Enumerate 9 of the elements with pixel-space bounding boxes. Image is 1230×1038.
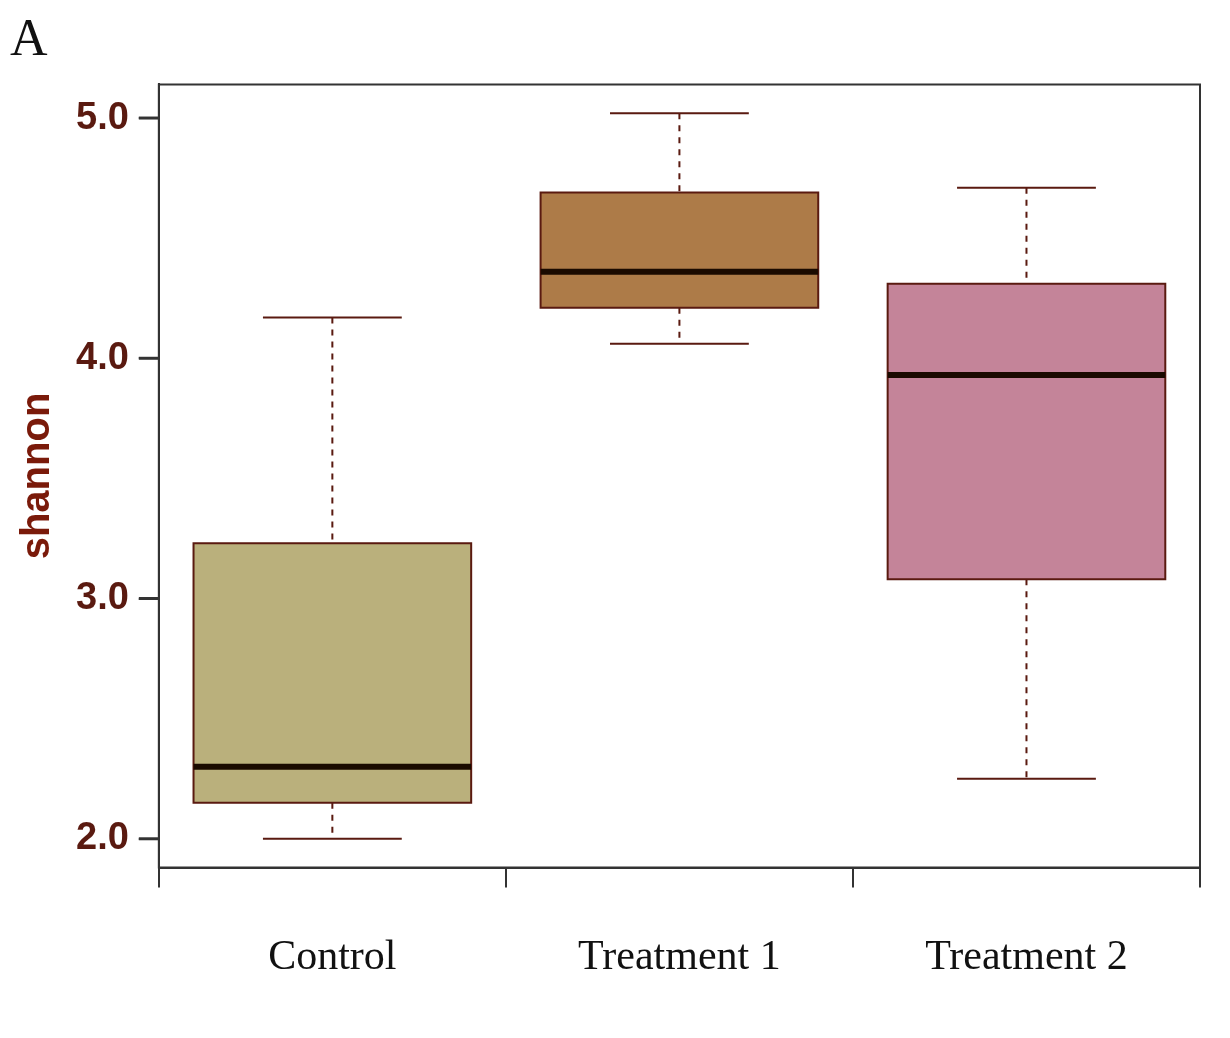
y-tick-label: 2.0 — [76, 815, 129, 858]
y-axis-title: shannon — [13, 392, 58, 560]
x-tick-label: Control — [268, 931, 397, 978]
x-tick-label: Treatment 1 — [578, 931, 781, 978]
y-tick-label: 4.0 — [76, 334, 129, 377]
chart-title: A — [10, 8, 48, 66]
x-tick-label: Treatment 2 — [925, 931, 1128, 978]
y-tick-label: 5.0 — [76, 94, 129, 137]
y-tick-label: 3.0 — [76, 575, 129, 618]
